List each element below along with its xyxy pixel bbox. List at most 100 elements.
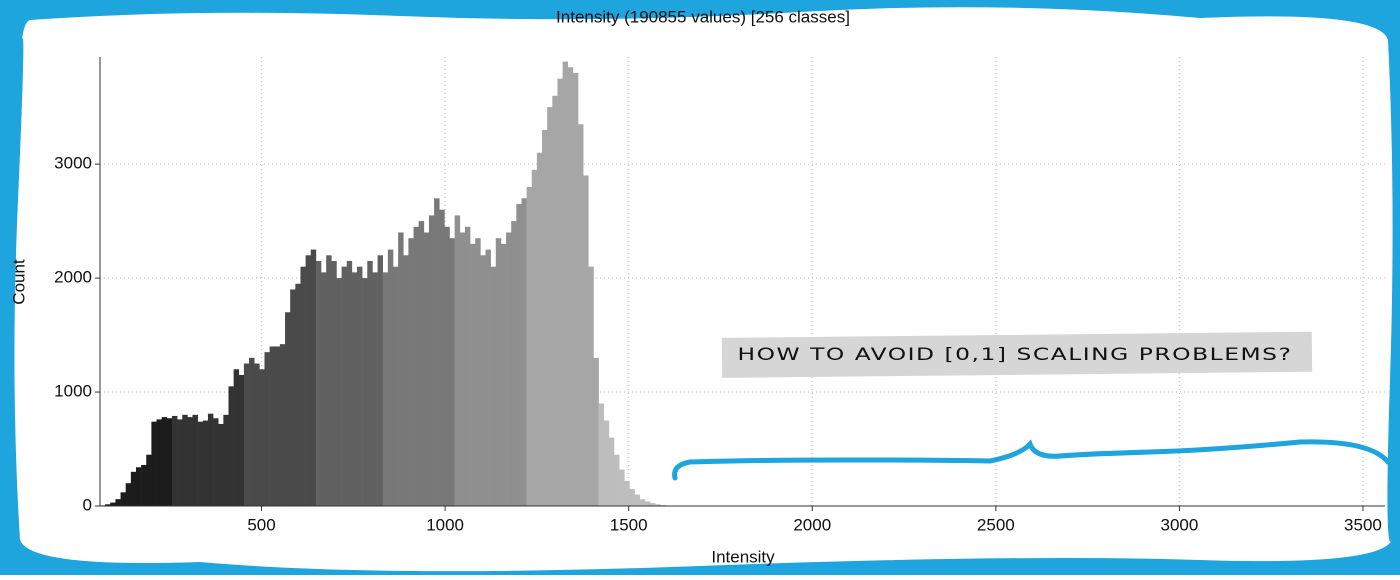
bar	[644, 501, 651, 506]
bar	[408, 238, 414, 506]
bar	[439, 209, 445, 507]
bar	[243, 363, 250, 506]
bar	[428, 215, 435, 506]
bar	[552, 95, 558, 507]
bar	[434, 198, 440, 507]
bar	[572, 72, 579, 506]
bar	[480, 255, 486, 506]
bar	[197, 421, 204, 506]
bar	[495, 238, 502, 506]
bar	[233, 369, 240, 506]
bar	[321, 272, 327, 506]
bar	[392, 266, 399, 506]
y-tick-label: 0	[83, 495, 92, 514]
bar	[593, 357, 599, 506]
bar	[536, 152, 543, 506]
y-axis-label: Count	[9, 259, 28, 305]
annotation-arrow	[672, 439, 1391, 481]
bar	[398, 232, 404, 506]
bar	[454, 215, 461, 506]
bar	[418, 221, 425, 507]
x-tick-label: 2000	[793, 515, 831, 534]
bar	[557, 78, 563, 506]
bar	[567, 67, 574, 506]
bar	[300, 266, 306, 506]
bar	[238, 374, 245, 506]
x-axis-label: Intensity	[711, 547, 775, 566]
bar	[182, 414, 188, 506]
y-tick-label: 1000	[54, 382, 92, 401]
bar	[228, 386, 234, 506]
bar	[516, 204, 522, 506]
bar	[521, 198, 527, 507]
y-tick-label: 2000	[54, 268, 92, 287]
bar	[141, 464, 147, 506]
bar	[264, 352, 270, 506]
bar	[470, 243, 476, 506]
x-tick-label: 1000	[426, 515, 464, 534]
bar	[279, 344, 286, 506]
bar	[290, 289, 296, 506]
bar	[603, 420, 610, 506]
bar	[285, 312, 291, 506]
bar	[639, 499, 646, 506]
bar	[310, 249, 317, 506]
bar	[331, 260, 337, 506]
bar	[151, 421, 157, 506]
bar	[459, 232, 466, 506]
bar	[490, 266, 497, 506]
bar	[382, 272, 389, 506]
bar	[171, 415, 178, 506]
bar	[372, 272, 378, 506]
bar	[614, 454, 620, 506]
y-tick-label: 3000	[54, 154, 92, 173]
bar	[500, 243, 507, 506]
plot: 0 1000 2000 3000 500 1000 1500 2000 2500 3000 3500	[54, 57, 1385, 534]
bar	[120, 492, 126, 506]
bar	[223, 414, 229, 506]
bar	[649, 503, 656, 506]
bar	[526, 186, 533, 507]
bar	[105, 504, 111, 506]
annotation-background	[721, 331, 1313, 378]
bar	[130, 471, 137, 506]
bar	[634, 494, 640, 506]
bar	[475, 238, 481, 506]
bar	[506, 232, 512, 506]
bar	[351, 272, 358, 506]
bar	[161, 417, 168, 506]
bar	[202, 420, 209, 506]
x-tick-label: 1500	[610, 515, 648, 534]
bar	[336, 278, 342, 506]
bar	[547, 107, 553, 506]
bar	[542, 129, 548, 506]
x-tick-label: 500	[247, 515, 275, 534]
bar	[403, 255, 409, 506]
bar	[177, 419, 183, 506]
bar	[192, 414, 198, 506]
bar	[444, 226, 450, 506]
bar	[619, 469, 625, 506]
bar	[562, 61, 569, 506]
bar	[485, 249, 491, 506]
bar	[274, 346, 281, 506]
bar	[125, 483, 132, 506]
bar	[387, 249, 394, 506]
bar	[362, 278, 368, 506]
bar	[377, 255, 383, 506]
bar	[326, 255, 332, 506]
bar	[110, 502, 116, 506]
bar	[305, 255, 312, 506]
bar	[578, 124, 584, 507]
bar	[341, 266, 348, 506]
bar	[598, 403, 605, 506]
bar	[655, 504, 661, 506]
bar	[269, 346, 276, 506]
bar	[249, 357, 255, 506]
bar	[531, 169, 538, 506]
bar	[146, 454, 152, 506]
bar	[295, 283, 301, 506]
bar	[511, 221, 517, 507]
bar	[156, 419, 162, 506]
